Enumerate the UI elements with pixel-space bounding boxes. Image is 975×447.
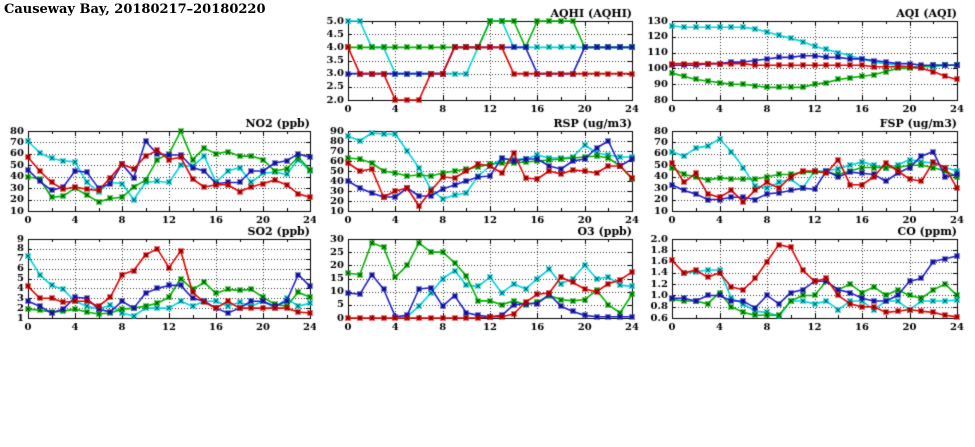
chart-aqi: [640, 8, 972, 120]
chart-rsp: [316, 118, 648, 230]
chart-fsp: [640, 118, 972, 230]
chart-o3: [316, 226, 648, 338]
chart-no2: [0, 118, 332, 230]
page-title: Causeway Bay, 20180217–20180220: [4, 2, 266, 17]
chart-aqhi: [316, 8, 648, 120]
chart-so2: [0, 226, 332, 338]
chart-co: [640, 226, 972, 338]
